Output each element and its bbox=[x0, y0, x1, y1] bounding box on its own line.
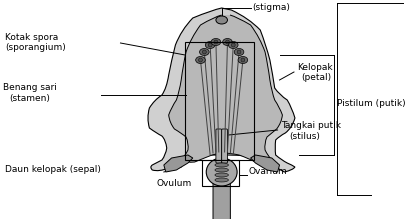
Bar bbox=[185, 42, 254, 160]
Text: (petal): (petal) bbox=[302, 74, 332, 83]
Ellipse shape bbox=[208, 43, 212, 47]
Polygon shape bbox=[251, 155, 279, 172]
Ellipse shape bbox=[234, 48, 244, 55]
Ellipse shape bbox=[237, 50, 241, 54]
Ellipse shape bbox=[215, 178, 228, 182]
Ellipse shape bbox=[196, 57, 205, 64]
Ellipse shape bbox=[215, 173, 228, 177]
Text: Kotak spora: Kotak spora bbox=[5, 32, 58, 41]
Bar bbox=[202, 160, 239, 186]
FancyBboxPatch shape bbox=[222, 129, 228, 163]
Text: (stamen): (stamen) bbox=[10, 94, 51, 102]
Text: Ovarium: Ovarium bbox=[248, 168, 287, 177]
Ellipse shape bbox=[206, 158, 237, 186]
Ellipse shape bbox=[222, 39, 232, 46]
Text: Ovulum: Ovulum bbox=[156, 180, 191, 189]
Ellipse shape bbox=[211, 39, 221, 46]
Ellipse shape bbox=[238, 57, 248, 64]
Polygon shape bbox=[164, 155, 193, 172]
Text: Kelopak: Kelopak bbox=[297, 64, 333, 72]
PathPatch shape bbox=[148, 8, 295, 172]
Text: Pistilum (putik): Pistilum (putik) bbox=[337, 99, 406, 108]
Ellipse shape bbox=[214, 40, 218, 44]
Ellipse shape bbox=[241, 58, 245, 62]
Ellipse shape bbox=[215, 163, 228, 167]
FancyBboxPatch shape bbox=[216, 129, 222, 163]
Ellipse shape bbox=[199, 48, 209, 55]
Text: Daun kelopak (sepal): Daun kelopak (sepal) bbox=[5, 166, 101, 175]
Text: Tangkai putik: Tangkai putik bbox=[282, 122, 341, 131]
Ellipse shape bbox=[199, 58, 202, 62]
Text: Benang sari: Benang sari bbox=[3, 83, 57, 92]
PathPatch shape bbox=[169, 15, 282, 162]
Text: (stigma): (stigma) bbox=[253, 2, 290, 12]
FancyBboxPatch shape bbox=[213, 174, 230, 219]
Ellipse shape bbox=[231, 43, 235, 47]
Ellipse shape bbox=[228, 41, 238, 48]
Ellipse shape bbox=[202, 50, 206, 54]
Ellipse shape bbox=[205, 41, 215, 48]
Text: (sporangium): (sporangium) bbox=[5, 42, 65, 51]
Ellipse shape bbox=[215, 168, 228, 172]
Text: (stilus): (stilus) bbox=[289, 131, 320, 141]
Ellipse shape bbox=[225, 40, 229, 44]
Ellipse shape bbox=[216, 16, 228, 24]
